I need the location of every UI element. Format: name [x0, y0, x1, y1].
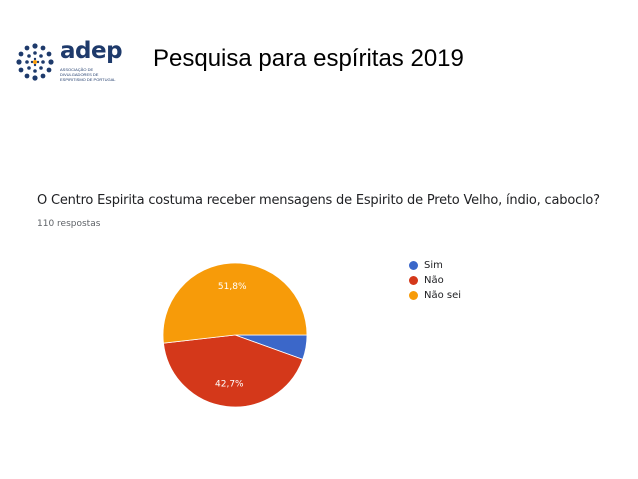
legend-swatch — [409, 276, 418, 285]
pie-slice-label: 42,7% — [215, 380, 244, 390]
response-count: 110 respostas — [37, 219, 101, 229]
legend-label: Não sei — [424, 290, 462, 301]
pie-slice-n-o-sei — [162, 262, 308, 344]
pie-chart: 42,7% 51,8% — [162, 262, 308, 408]
logo-wordmark: adep — [60, 38, 123, 64]
dots-icon — [16, 43, 54, 81]
adep-logo: adep associação de divulgadores de espir… — [14, 38, 123, 84]
legend-label: Sim — [424, 260, 443, 271]
pie-slice-n-o — [163, 334, 304, 408]
legend-item: Não — [409, 273, 461, 288]
legend-item: Sim — [409, 258, 461, 273]
logo-subtitle: associação de divulgadores de espiritism… — [60, 67, 116, 82]
legend-swatch — [409, 261, 418, 270]
pie-slice-label: 51,8% — [218, 282, 247, 292]
legend-item: Não sei — [409, 288, 461, 303]
survey-question: O Centro Espirita costuma receber mensag… — [37, 193, 600, 208]
legend-label: Não — [424, 275, 444, 286]
slide-title: Pesquisa para espíritas 2019 — [153, 45, 464, 72]
legend-swatch — [409, 291, 418, 300]
chart-legend: Sim Não Não sei — [409, 258, 461, 303]
